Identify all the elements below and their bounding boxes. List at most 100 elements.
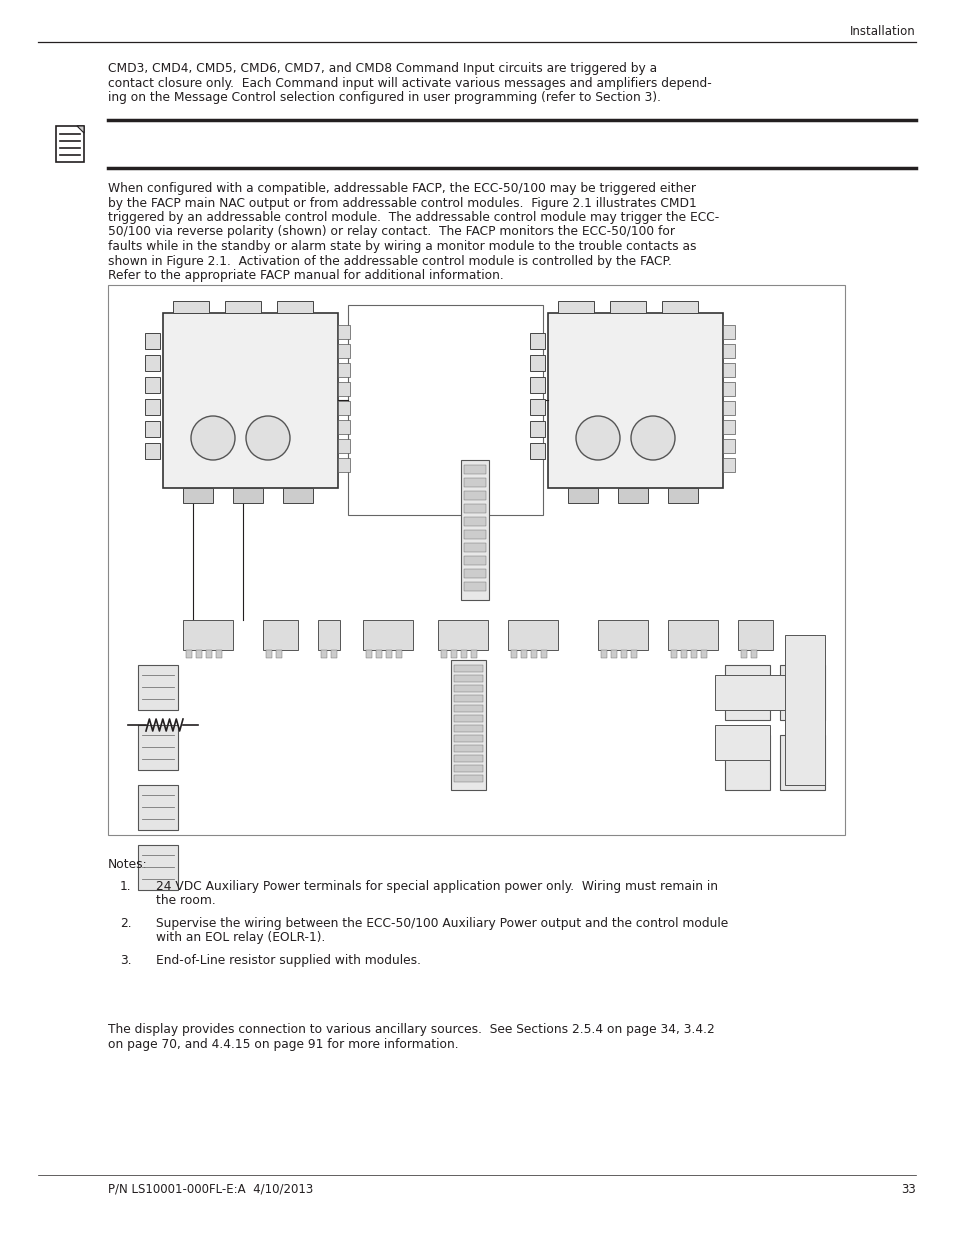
Bar <box>172 301 209 312</box>
Bar <box>263 620 297 650</box>
Bar <box>145 443 160 459</box>
Text: with an EOL relay (EOLR-1).: with an EOL relay (EOLR-1). <box>156 931 325 945</box>
Text: ing on the Message Control selection configured in user programming (refer to Se: ing on the Message Control selection con… <box>108 91 660 104</box>
Bar <box>722 458 734 472</box>
Bar <box>145 377 160 393</box>
Bar <box>620 650 626 658</box>
Bar <box>700 650 706 658</box>
Bar <box>337 458 350 472</box>
Bar <box>283 488 313 503</box>
Bar <box>375 650 381 658</box>
Bar <box>337 401 350 415</box>
Bar <box>463 492 485 500</box>
Bar <box>722 345 734 358</box>
Text: Notes:: Notes: <box>108 858 148 871</box>
Text: 1.: 1. <box>120 881 132 893</box>
Text: P/N LS10001-000FL-E:A  4/10/2013: P/N LS10001-000FL-E:A 4/10/2013 <box>108 1183 313 1195</box>
Circle shape <box>576 416 619 459</box>
Bar <box>215 650 222 658</box>
Bar <box>451 650 456 658</box>
Text: 3.: 3. <box>120 953 132 967</box>
Bar <box>630 650 637 658</box>
Bar <box>463 466 485 474</box>
Bar <box>386 650 392 658</box>
Text: faults while in the standby or alarm state by wiring a monitor module to the tro: faults while in the standby or alarm sta… <box>108 240 696 253</box>
Bar <box>337 363 350 377</box>
Bar <box>463 582 485 592</box>
Bar <box>138 785 178 830</box>
Bar <box>722 401 734 415</box>
Bar <box>454 676 482 682</box>
Polygon shape <box>77 126 84 133</box>
Bar <box>740 650 746 658</box>
Bar <box>567 488 598 503</box>
Bar <box>540 650 546 658</box>
Bar <box>337 345 350 358</box>
Bar <box>440 650 447 658</box>
Bar <box>317 620 339 650</box>
Bar <box>667 488 698 503</box>
Text: 33: 33 <box>901 1183 915 1195</box>
Bar <box>454 755 482 762</box>
Text: Installation: Installation <box>849 25 915 38</box>
Bar <box>784 635 824 785</box>
Circle shape <box>246 416 290 459</box>
Bar <box>337 325 350 338</box>
Bar <box>366 650 372 658</box>
Bar <box>463 556 485 564</box>
Bar <box>520 650 526 658</box>
Text: 2.: 2. <box>120 918 132 930</box>
Bar <box>463 478 485 487</box>
Bar <box>530 399 544 415</box>
Bar <box>530 354 544 370</box>
Bar <box>463 530 485 538</box>
Bar <box>463 517 485 526</box>
Text: Supervise the wiring between the ECC-50/100 Auxiliary Power output and the contr: Supervise the wiring between the ECC-50/… <box>156 918 727 930</box>
Bar <box>337 438 350 453</box>
Bar <box>138 725 178 769</box>
Bar <box>163 312 337 488</box>
Bar <box>183 620 233 650</box>
Bar <box>511 650 517 658</box>
Text: by the FACP main NAC output or from addressable control modules.  Figure 2.1 ill: by the FACP main NAC output or from addr… <box>108 196 696 210</box>
Bar <box>454 705 482 713</box>
Bar <box>454 735 482 742</box>
Bar <box>454 745 482 752</box>
Bar <box>558 301 594 312</box>
Text: CMD3, CMD4, CMD5, CMD6, CMD7, and CMD8 Command Input circuits are triggered by a: CMD3, CMD4, CMD5, CMD6, CMD7, and CMD8 C… <box>108 62 657 75</box>
Text: triggered by an addressable control module.  The addressable control module may : triggered by an addressable control modu… <box>108 211 719 224</box>
Bar <box>454 715 482 722</box>
Bar <box>661 301 698 312</box>
Bar <box>530 421 544 437</box>
Bar <box>750 650 757 658</box>
Bar <box>722 325 734 338</box>
Bar <box>454 725 482 732</box>
Bar <box>186 650 192 658</box>
Bar <box>331 650 336 658</box>
Bar <box>780 664 824 720</box>
Bar <box>670 650 677 658</box>
Bar <box>225 301 261 312</box>
Bar <box>507 620 558 650</box>
Bar <box>451 659 485 790</box>
Bar <box>145 354 160 370</box>
Bar <box>530 333 544 350</box>
Bar <box>463 543 485 552</box>
Bar <box>714 725 769 760</box>
Bar <box>348 305 542 515</box>
Bar <box>610 650 617 658</box>
Bar <box>454 685 482 692</box>
Text: Refer to the appropriate FACP manual for additional information.: Refer to the appropriate FACP manual for… <box>108 269 503 282</box>
Bar <box>195 650 202 658</box>
Bar <box>145 421 160 437</box>
Bar <box>471 650 476 658</box>
Bar <box>320 650 327 658</box>
Bar <box>363 620 413 650</box>
Bar <box>145 399 160 415</box>
Bar <box>266 650 272 658</box>
Bar <box>460 650 467 658</box>
Bar <box>206 650 212 658</box>
Text: 24 VDC Auxiliary Power terminals for special application power only.  Wiring mus: 24 VDC Auxiliary Power terminals for spe… <box>156 881 718 893</box>
Text: 50/100 via reverse polarity (shown) or relay contact.  The FACP monitors the ECC: 50/100 via reverse polarity (shown) or r… <box>108 226 675 238</box>
Bar <box>724 735 769 790</box>
